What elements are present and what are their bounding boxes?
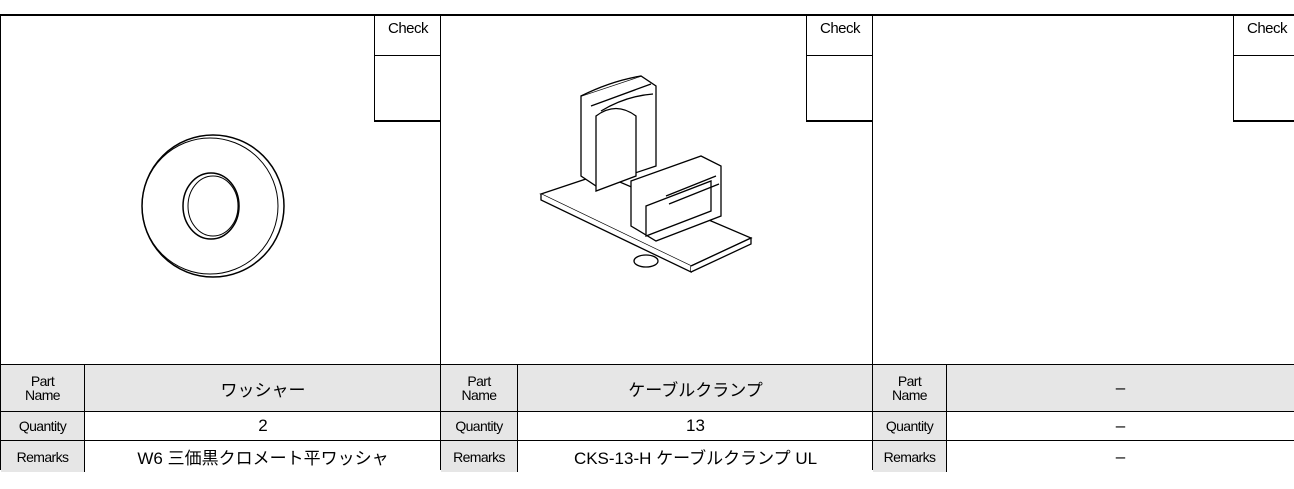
part-name-row: Part Name ケーブルクランプ (441, 365, 873, 412)
field-label: Remarks (1, 441, 85, 472)
remarks: – (1115, 446, 1126, 466)
washer-image (141, 134, 285, 278)
panel: Check Part Name – Quantity – Remarks – (872, 14, 1294, 472)
remarks-row: Remarks W6 三価黒クロメート平ワッシャ (1, 441, 441, 472)
field-label: Quantity (873, 412, 947, 440)
field-label: Remarks (873, 441, 947, 472)
field-label: Quantity (1, 412, 85, 440)
remarks-row: Remarks – (873, 441, 1294, 472)
quantity: – (1115, 416, 1126, 435)
field-label-text: Part Name (461, 373, 498, 403)
part-name-row: Part Name ワッシャー (1, 365, 441, 412)
field-label-text: Part Name (892, 373, 928, 403)
remarks: CKS-13-H ケーブルクランプ UL (573, 449, 818, 468)
field-label: Part Name (873, 365, 947, 411)
field-label: Part Name (1, 365, 85, 411)
field-label: Quantity (441, 412, 518, 440)
quantity-row: Quantity 2 (1, 412, 441, 441)
check-label: Check (806, 16, 873, 56)
image-area: Check (873, 16, 1294, 365)
check-box[interactable] (1233, 56, 1294, 122)
part-name: ワッシャー (220, 380, 306, 400)
quantity-row: Quantity – (873, 412, 1294, 441)
field-label-text: Part Name (25, 373, 61, 403)
check-label: Check (1233, 16, 1294, 56)
part-name: ケーブルクランプ (628, 380, 763, 400)
check-box[interactable] (374, 56, 441, 122)
remarks-row: Remarks CKS-13-H ケーブルクランプ UL (441, 441, 873, 472)
part-name: – (1115, 378, 1126, 397)
check-box[interactable] (806, 56, 873, 122)
field-label: Remarks (441, 441, 518, 472)
quantity-row: Quantity 13 (441, 412, 873, 441)
panel: Check Part Name ケーブルクランプ Quantity 13 Rem… (440, 14, 873, 472)
panel: Check Part Name ワッシャー Quantity 2 Remarks… (0, 14, 441, 472)
image-area: Check (1, 16, 441, 365)
check-label: Check (374, 16, 441, 56)
part-name-row: Part Name – (873, 365, 1294, 412)
clamp-image (539, 75, 753, 274)
quantity: 13 (686, 416, 705, 435)
quantity: 2 (258, 416, 268, 435)
remarks: W6 三価黒クロメート平ワッシャ (137, 449, 389, 468)
image-area: Check (441, 16, 873, 365)
field-label: Part Name (441, 365, 518, 411)
